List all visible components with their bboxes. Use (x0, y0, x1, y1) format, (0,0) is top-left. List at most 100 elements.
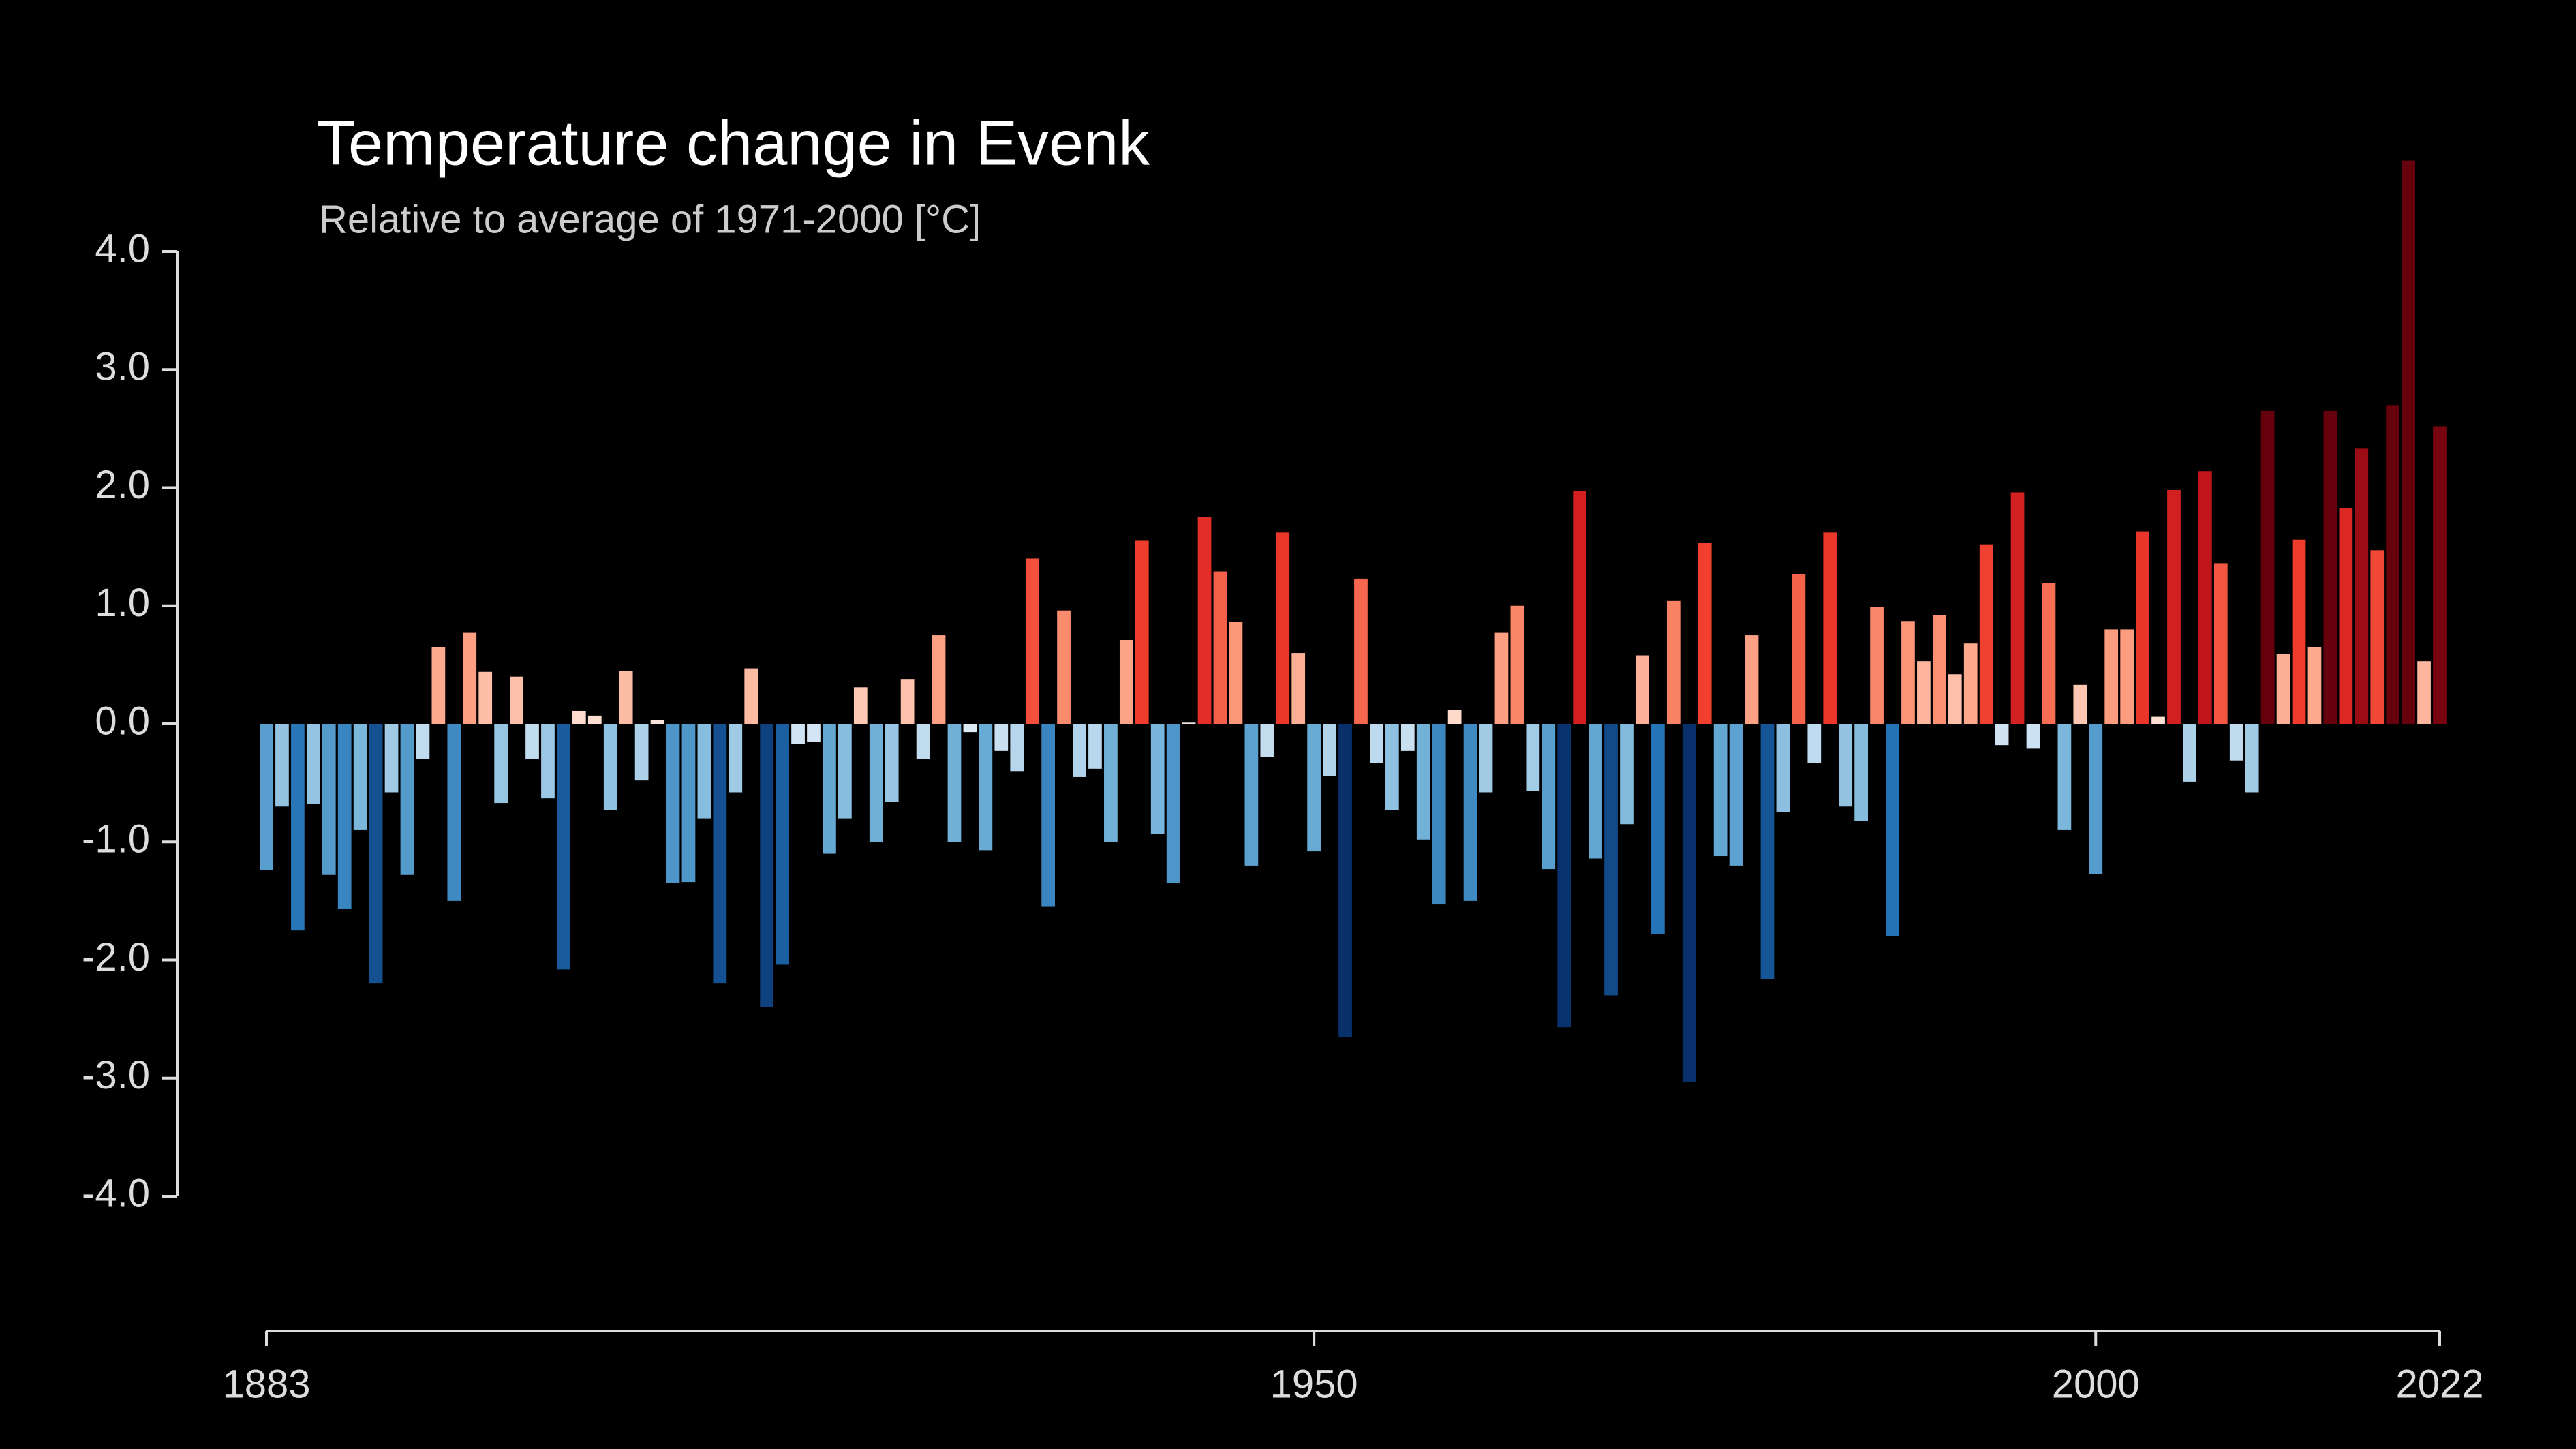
bar (1182, 722, 1196, 724)
bar (650, 720, 664, 724)
bar (1494, 632, 1509, 724)
bar (1463, 724, 1477, 901)
bar (1807, 724, 1822, 763)
bar (1823, 532, 1837, 724)
bar (2276, 654, 2290, 724)
bar (1323, 724, 1336, 776)
bar (2292, 539, 2306, 724)
bar (744, 668, 758, 724)
bar (729, 724, 743, 793)
bar (1057, 610, 1071, 724)
bar (587, 715, 602, 724)
bar (2245, 724, 2259, 793)
bar (478, 671, 493, 724)
y-tick-label: 1.0 (95, 581, 150, 625)
bar (1682, 724, 1696, 1082)
bar (1698, 543, 1712, 724)
y-tick-label: -1.0 (82, 817, 150, 861)
bar (1948, 674, 1962, 724)
bar (2417, 661, 2431, 724)
bar (823, 724, 836, 854)
y-tick-label: 0.0 (95, 699, 150, 743)
bar (1104, 724, 1118, 842)
bar (1510, 605, 1524, 724)
bar (1260, 724, 1274, 757)
bar (1229, 622, 1243, 724)
bar (2386, 405, 2400, 724)
bar (2307, 647, 2322, 724)
bar (1526, 724, 1540, 791)
bar (1776, 724, 1790, 812)
bar (963, 724, 977, 733)
bar (1244, 724, 1259, 866)
bar (1666, 600, 1681, 724)
bar (306, 724, 320, 804)
bar (1589, 724, 1602, 859)
bar (353, 724, 367, 830)
bar (1041, 724, 1055, 907)
bar (1150, 724, 1165, 834)
bar (1416, 724, 1430, 840)
bar (994, 724, 1009, 751)
bar (1354, 578, 1368, 724)
bar (1963, 643, 1978, 724)
bar (947, 724, 962, 842)
bar (2339, 507, 2353, 724)
bar (760, 724, 774, 1007)
bar (2355, 448, 2369, 724)
bar (557, 724, 570, 970)
bar (400, 724, 414, 875)
bar (275, 724, 289, 807)
bar (1901, 621, 1915, 724)
bar (1026, 558, 1040, 724)
bar (2042, 583, 2056, 724)
bar (2260, 410, 2275, 724)
bar (2323, 410, 2337, 724)
bar (1197, 517, 1212, 724)
bar (1088, 724, 1102, 769)
bar (1995, 724, 2009, 746)
bar (2057, 724, 2072, 830)
bar (791, 724, 805, 744)
bar (1839, 724, 1853, 807)
bar (603, 724, 617, 810)
y-tick-label: 3.0 (95, 345, 150, 389)
bar (1400, 724, 1415, 751)
bar (1854, 724, 1868, 821)
x-tick-label: 1950 (1270, 1362, 1358, 1406)
bar (2136, 531, 2149, 724)
bar (494, 724, 508, 804)
bar (885, 724, 899, 802)
bar (838, 724, 852, 819)
bar (2010, 492, 2025, 724)
bar (979, 724, 993, 851)
y-tick-label: -3.0 (82, 1053, 150, 1097)
bar (2198, 471, 2212, 724)
bar (666, 724, 680, 883)
bar (1870, 607, 1884, 724)
bar (2229, 724, 2243, 761)
bar (1291, 653, 1306, 724)
bar (1729, 724, 1743, 866)
bar (1917, 661, 1931, 724)
chart-title: Temperature change in Evenk (317, 108, 1150, 178)
bar (2402, 160, 2415, 724)
bar (2073, 684, 2087, 724)
chart-subtitle: Relative to average of 1971-2000 [°C] (319, 197, 981, 241)
bar (2120, 629, 2134, 724)
bar (776, 724, 789, 965)
bar (369, 724, 383, 984)
bar (447, 724, 461, 901)
bar (1307, 724, 1321, 852)
bar (1713, 724, 1728, 857)
bar (431, 647, 446, 724)
bar (1979, 544, 1993, 724)
x-tick-label: 2000 (2052, 1362, 2140, 1406)
bar (1432, 724, 1446, 905)
bar (1166, 724, 1180, 883)
bar (1620, 724, 1634, 825)
bar (1573, 491, 1587, 724)
bar (1886, 724, 1899, 936)
bar (681, 724, 696, 883)
